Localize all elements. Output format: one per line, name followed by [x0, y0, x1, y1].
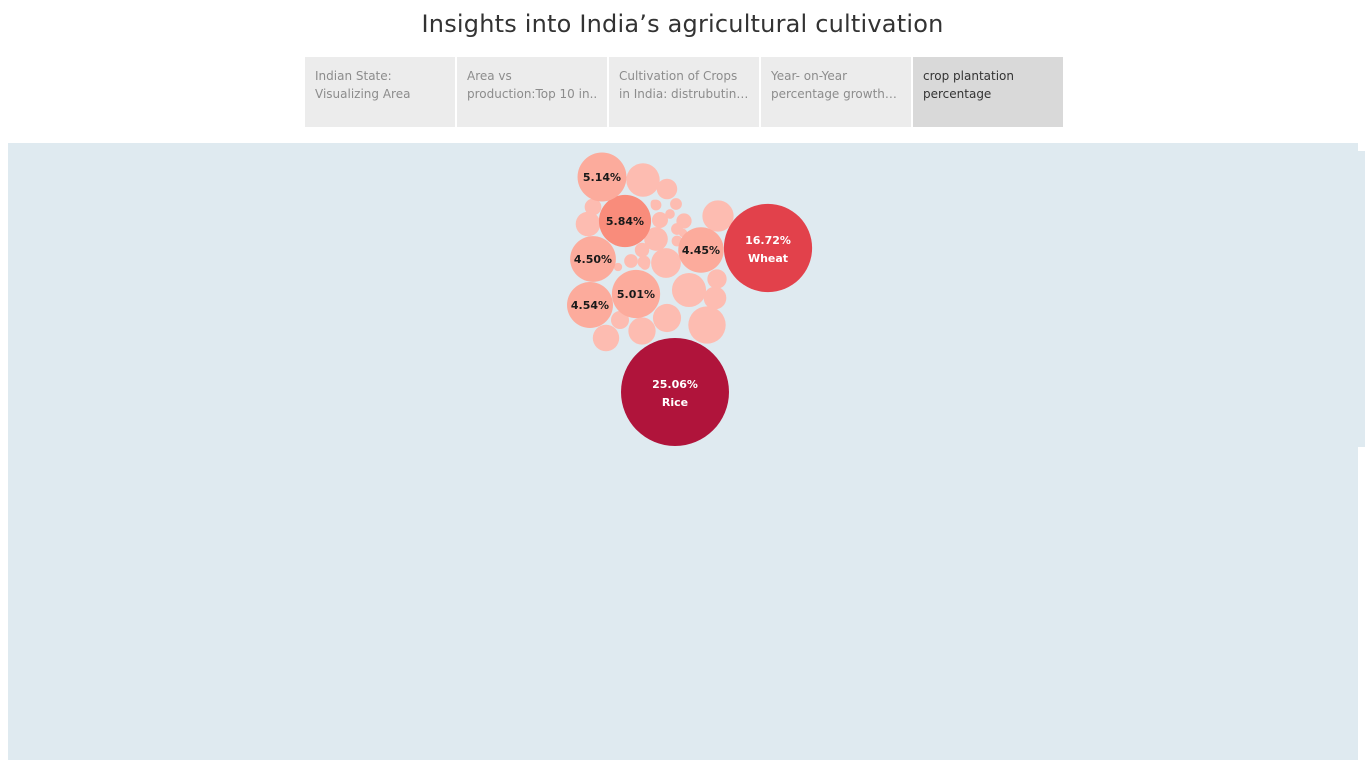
crop-bubble[interactable] [567, 282, 613, 328]
bubble-percent-label: 5.84% [606, 215, 644, 228]
crop-bubble[interactable] [723, 203, 813, 293]
crop-bubble[interactable] [652, 303, 682, 333]
tab-crop-plantation-percentage[interactable]: crop plantation percentage [913, 57, 1063, 127]
crop-bubble[interactable] [621, 338, 729, 446]
crop-bubble[interactable] [702, 200, 734, 232]
crop-bubble[interactable] [670, 198, 682, 210]
crop-bubble[interactable] [707, 269, 727, 289]
crop-bubble[interactable] [577, 152, 627, 202]
crop-bubble-group[interactable]: 16.72% Wheat [723, 203, 813, 293]
crop-bubble[interactable] [592, 324, 620, 352]
tab-label: Year- on-Year percentage growth of.. [771, 69, 885, 101]
crop-bubble[interactable] [613, 262, 623, 272]
bubble-percent-label: 4.45% [682, 244, 720, 257]
crop-bubble[interactable] [575, 211, 601, 237]
bubble-percent-label: 4.54% [571, 299, 609, 312]
tab-label: crop plantation percentage [923, 69, 1014, 101]
bubble-chart: 25.06% Rice 16.72% Wheat 5.84% 5.14% 5.01% 4.54… [567, 152, 813, 446]
bubble-percent-label: 4.50% [574, 253, 612, 266]
tab-label: Cultivation of Crops in India: distrubut… [619, 69, 744, 101]
crop-bubble[interactable] [671, 272, 707, 308]
tab-label: Area vs production:Top 10 in.. [467, 69, 598, 101]
crop-bubble[interactable] [688, 306, 726, 344]
crop-bubble[interactable] [656, 178, 678, 200]
bubble-percent-label: 5.14% [583, 171, 621, 184]
crop-bubble-group[interactable]: 4.54% [567, 282, 613, 328]
crop-bubble[interactable] [652, 212, 668, 228]
crop-bubble[interactable] [634, 242, 650, 258]
crop-bubble[interactable] [678, 227, 724, 273]
crop-bubble-group[interactable]: 4.45% [678, 227, 724, 273]
crop-bubble[interactable] [644, 227, 668, 251]
crop-bubble[interactable] [628, 317, 656, 345]
bubble-percent-label: 16.72% [745, 234, 791, 247]
story-tabs: Indian State: Visualizing Area Area vs p… [305, 57, 1063, 127]
bubble-percent-label: 5.01% [617, 288, 655, 301]
crop-bubble-group[interactable]: 25.06% Rice [621, 338, 729, 446]
tab-area-vs-production[interactable]: Area vs production:Top 10 in.. [457, 57, 607, 127]
tab-indian-state[interactable]: Indian State: Visualizing Area [305, 57, 455, 127]
crop-bubble[interactable] [703, 286, 727, 310]
crop-bubble[interactable] [651, 248, 681, 278]
bubble-chart-area: 25.06% Rice 16.72% Wheat 5.84% 5.14% 5.01% 4.54… [8, 143, 1358, 760]
crop-bubble[interactable] [598, 194, 652, 248]
tab-year-on-year-growth[interactable]: Year- on-Year percentage growth of.. [761, 57, 911, 127]
crop-bubble[interactable] [626, 163, 660, 197]
crop-bubble-group[interactable]: 5.01% [611, 269, 661, 319]
crop-bubble[interactable] [570, 236, 616, 282]
crop-bubble[interactable] [611, 269, 661, 319]
tab-cultivation-of-crops[interactable]: Cultivation of Crops in India: distrubut… [609, 57, 759, 127]
dashboard-title: Insights into India’s agricultural culti… [421, 10, 944, 38]
chart-edge [1358, 151, 1365, 447]
bubble-crop-label: Wheat [748, 252, 788, 265]
tab-label: Indian State: Visualizing Area [315, 69, 411, 101]
crop-bubble[interactable] [624, 254, 638, 268]
crop-bubble[interactable] [640, 260, 650, 270]
bubble-percent-label: 25.06% [652, 378, 698, 391]
crop-bubble[interactable] [665, 209, 675, 219]
crop-bubble[interactable] [650, 199, 658, 207]
crop-bubble-group[interactable]: 4.50% [570, 236, 616, 282]
crop-bubble-group[interactable]: 5.84% [598, 194, 652, 248]
bubble-crop-label: Rice [662, 396, 688, 409]
crop-bubble-group[interactable]: 5.14% [577, 152, 627, 202]
crop-bubble[interactable] [584, 198, 602, 216]
crop-bubble[interactable] [610, 310, 630, 330]
